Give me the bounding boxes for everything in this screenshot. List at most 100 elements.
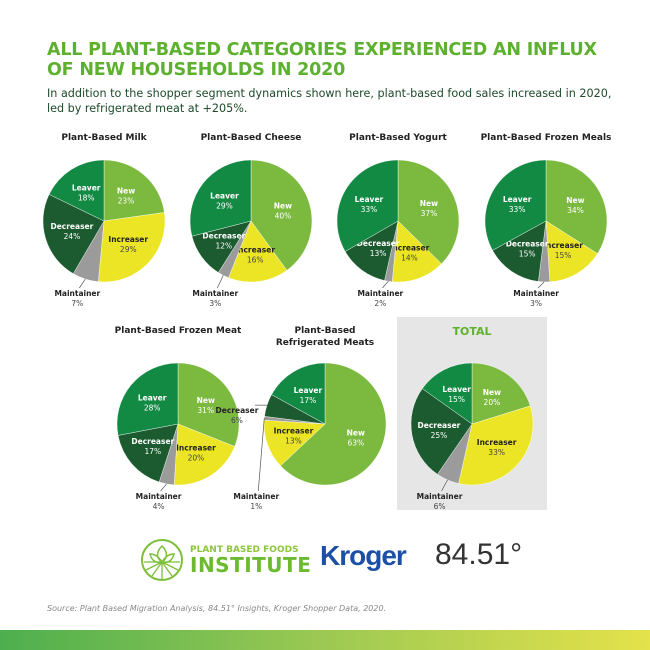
chart-title-line: Refrigerated Meats [275,338,375,348]
pie-slice-increaser [98,212,166,283]
pie-slice-increaser [391,220,442,283]
chart-title-milk: Plant-Based Milk [61,133,147,143]
pie-slice-decreaser [42,194,105,274]
slice-label: Increaser [477,438,517,447]
slice-label: Leaver [210,191,239,200]
slice-label: Maintainer [357,289,403,298]
slice-label: Maintainer [417,492,463,501]
slice-value: 20% [484,398,501,407]
slice-label: Decreaser [50,222,93,231]
slice-value: 23% [118,197,135,206]
pie-slice-new [250,159,313,271]
pie-slice-decreaser [117,423,179,483]
slice-value: 18% [78,194,95,203]
source-note: Source: Plant Based Migration Analysis, … [47,604,387,613]
slice-label: Leaver [355,195,384,204]
pie-slice-leaver [422,362,473,425]
slice-value: 20% [188,453,205,462]
leader-line [257,418,265,492]
slice-value: 12% [216,242,233,251]
slice-label: Increaser [108,235,148,244]
pie-slice-decreaser [410,388,473,475]
chart-title-line: Plant-Based [294,326,356,336]
pie-slice-increaser [173,423,235,486]
slice-label: Leaver [294,386,323,395]
pie-plant-based-frozen-meals: New34%Increaser15%Maintainer3%Decreaser1… [484,159,608,308]
pie-slice-new [103,159,165,222]
pie-slice-increaser [228,220,288,283]
slice-label: Decreaser [357,239,400,248]
slice-label: Maintainer [54,289,100,298]
leader-line [216,275,224,289]
leader-line [382,281,389,289]
slice-value: 7% [71,299,83,308]
slice-label: Increaser [274,426,314,435]
gradient-footer-bar [0,630,650,650]
slice-label: New [117,187,135,196]
chart-title-frozen-meat: Plant-Based Frozen Meat [114,326,242,336]
slice-label: Increaser [543,241,583,250]
pie-slice-increaser [458,405,534,486]
slice-label: Leaver [138,394,167,403]
slice-value: 31% [197,406,214,415]
slice-label: New [197,396,215,405]
slice-value: 13% [285,436,302,445]
slice-label: Leaver [503,195,532,204]
slice-value: 29% [216,201,233,210]
8451-logo: 84.51° [435,538,523,571]
slice-value: 29% [120,245,137,254]
chart-title-total: TOTAL [452,325,492,338]
slice-value: 17% [144,447,161,456]
slice-value: 63% [347,438,364,447]
slice-value: 14% [401,254,418,263]
slice-value: 24% [64,232,81,241]
slice-value: 6% [231,416,243,425]
slice-value: 1% [250,502,262,511]
slice-value: 6% [434,502,446,511]
leader-line [79,278,86,289]
pie-slice-new [397,159,460,265]
chart-title-frozen-meals: Plant-Based Frozen Meals [480,133,612,143]
slice-value: 13% [370,249,387,258]
pie-slice-new [177,362,240,447]
slice-value: 15% [555,251,572,260]
slice-label: Maintainer [233,492,279,501]
slice-label: Increaser [176,443,216,452]
slice-value: 3% [209,299,221,308]
plant-logo-icon [141,539,183,581]
slice-label: Decreaser [418,421,461,430]
pie-slice-leaver [48,159,105,222]
pie-slice-leaver [336,159,399,252]
pbfi-logo-line2: INSTITUTE [190,553,312,577]
pie-slice-new [471,362,531,425]
slice-value: 33% [488,448,505,457]
headline: ALL PLANT-BASED CATEGORIES EXPERIENCED A… [47,40,597,80]
pie-slice-decreaser [492,220,547,282]
pie-slice-leaver [116,362,179,436]
slice-value: 40% [275,212,292,221]
pbfi-logo-line1: PLANT BASED FOODS [190,545,299,555]
slice-label: New [483,388,501,397]
slice-value: 28% [144,404,161,413]
slice-value: 15% [519,250,536,259]
pbfi-logo: PLANT BASED FOODS INSTITUTE [140,535,311,585]
slice-value: 2% [374,299,386,308]
slice-label: Decreaser [202,232,245,241]
leader-line [537,281,545,289]
slice-label: New [566,196,584,205]
slice-label: Maintainer [136,492,182,501]
slice-value: 16% [247,255,264,264]
slice-value: 37% [421,209,438,218]
slice-value: 3% [530,299,542,308]
pie-slice-new [280,362,387,486]
chart-title-yogurt: Plant-Based Yogurt [349,133,447,143]
pie-slice-leaver [271,362,326,425]
slice-value: 15% [448,395,465,404]
slice-label: Maintainer [513,289,559,298]
chart-title-refrigerated-meats: Plant-Based Refrigerated Meats [245,325,405,349]
slice-label: Decreaser [506,240,549,249]
